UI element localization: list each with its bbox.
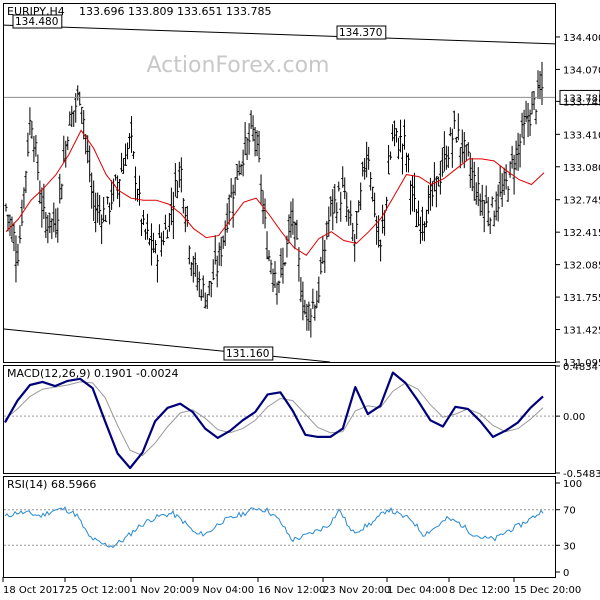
macd-ytick-label: 0.4834 xyxy=(563,362,598,373)
macd-pane-border xyxy=(3,365,556,474)
x-tick-label: 18 Oct 2017 xyxy=(3,585,65,596)
high-annotation-134480-box xyxy=(12,14,63,29)
macd-ytick-label: -0.5483 xyxy=(563,469,600,480)
low-annotation-131160: 131.160 xyxy=(226,348,269,360)
high-annotation-134370-box xyxy=(336,25,387,40)
macd-title: MACD(12,26,9) 0.1901 -0.0024 xyxy=(7,367,178,380)
price-ytick-label: 132.085 xyxy=(563,261,600,272)
rsi-ytick-label: 30 xyxy=(563,541,576,552)
price-ytick-label: 131.755 xyxy=(563,293,600,304)
price-ytick-label: 131.095 xyxy=(563,358,600,369)
x-tick-label: 15 Dec 20:00 xyxy=(514,585,581,596)
current-price-tag xyxy=(559,89,600,105)
watermark: ActionForex.com xyxy=(147,53,330,78)
x-tick-label: 25 Oct 12:00 xyxy=(65,585,130,596)
x-axis: 18 Oct 2017 25 Oct 12:00 1 Nov 20:00 9 Nov … xyxy=(2,577,581,596)
x-tick-label: 23 Nov 20:00 xyxy=(323,585,390,596)
high-annotation-134370: 134.370 xyxy=(339,27,382,39)
current-price-label: 133.785 xyxy=(563,93,600,104)
price-ytick-label: 133.410 xyxy=(563,130,600,141)
x-tick-label: 1 Dec 04:00 xyxy=(387,585,448,596)
price-ytick-label: 132.745 xyxy=(563,196,600,207)
x-tick-label: 16 Nov 12:00 xyxy=(258,585,325,596)
rsi-line xyxy=(4,506,544,549)
macd-signal-line xyxy=(4,381,544,457)
lower-trendline xyxy=(3,328,331,363)
rsi-ytick-label: 100 xyxy=(563,479,582,490)
high-annotation-134480: 134.480 xyxy=(15,16,58,28)
price-ytick-label: 134.400 xyxy=(563,33,600,44)
low-annotation-131160-box xyxy=(223,346,274,361)
price-bars xyxy=(4,61,544,338)
rsi-title: RSI(14) 68.5966 xyxy=(7,478,96,491)
price-ytick-label: 133.080 xyxy=(563,163,600,174)
rsi-group: 100 70 30 0 xyxy=(4,479,582,579)
x-tick-label: 8 Dec 12:00 xyxy=(449,585,510,596)
price-axis: 134.400 134.070 133.745 133.410 133.080 132.7… xyxy=(555,33,600,369)
rsi-pane-border xyxy=(3,476,556,578)
price-ytick-label: 131.425 xyxy=(563,326,600,337)
macd-group: 0.4834 0.00 -0.5483 xyxy=(4,362,600,480)
ohlc-readout: 133.696 133.809 133.651 133.785 xyxy=(79,5,271,18)
macd-line xyxy=(4,371,544,470)
x-tick-label: 9 Nov 04:00 xyxy=(193,585,254,596)
x-tick-label: 1 Nov 20:00 xyxy=(131,585,192,596)
price-pane-border xyxy=(3,3,556,363)
price-ytick-label: 132.415 xyxy=(563,228,600,239)
price-overlays: 134.480 134.370 131.160 133.785 xyxy=(3,14,600,363)
price-ytick-label: 134.070 xyxy=(563,65,600,76)
price-ytick-label: 133.745 xyxy=(563,97,600,108)
rsi-ytick-label: 70 xyxy=(563,506,576,517)
upper-trendline xyxy=(3,24,556,45)
macd-ytick-label: 0.00 xyxy=(563,412,585,423)
moving-average-line xyxy=(5,129,545,256)
rsi-ytick-label: 0 xyxy=(563,568,569,579)
